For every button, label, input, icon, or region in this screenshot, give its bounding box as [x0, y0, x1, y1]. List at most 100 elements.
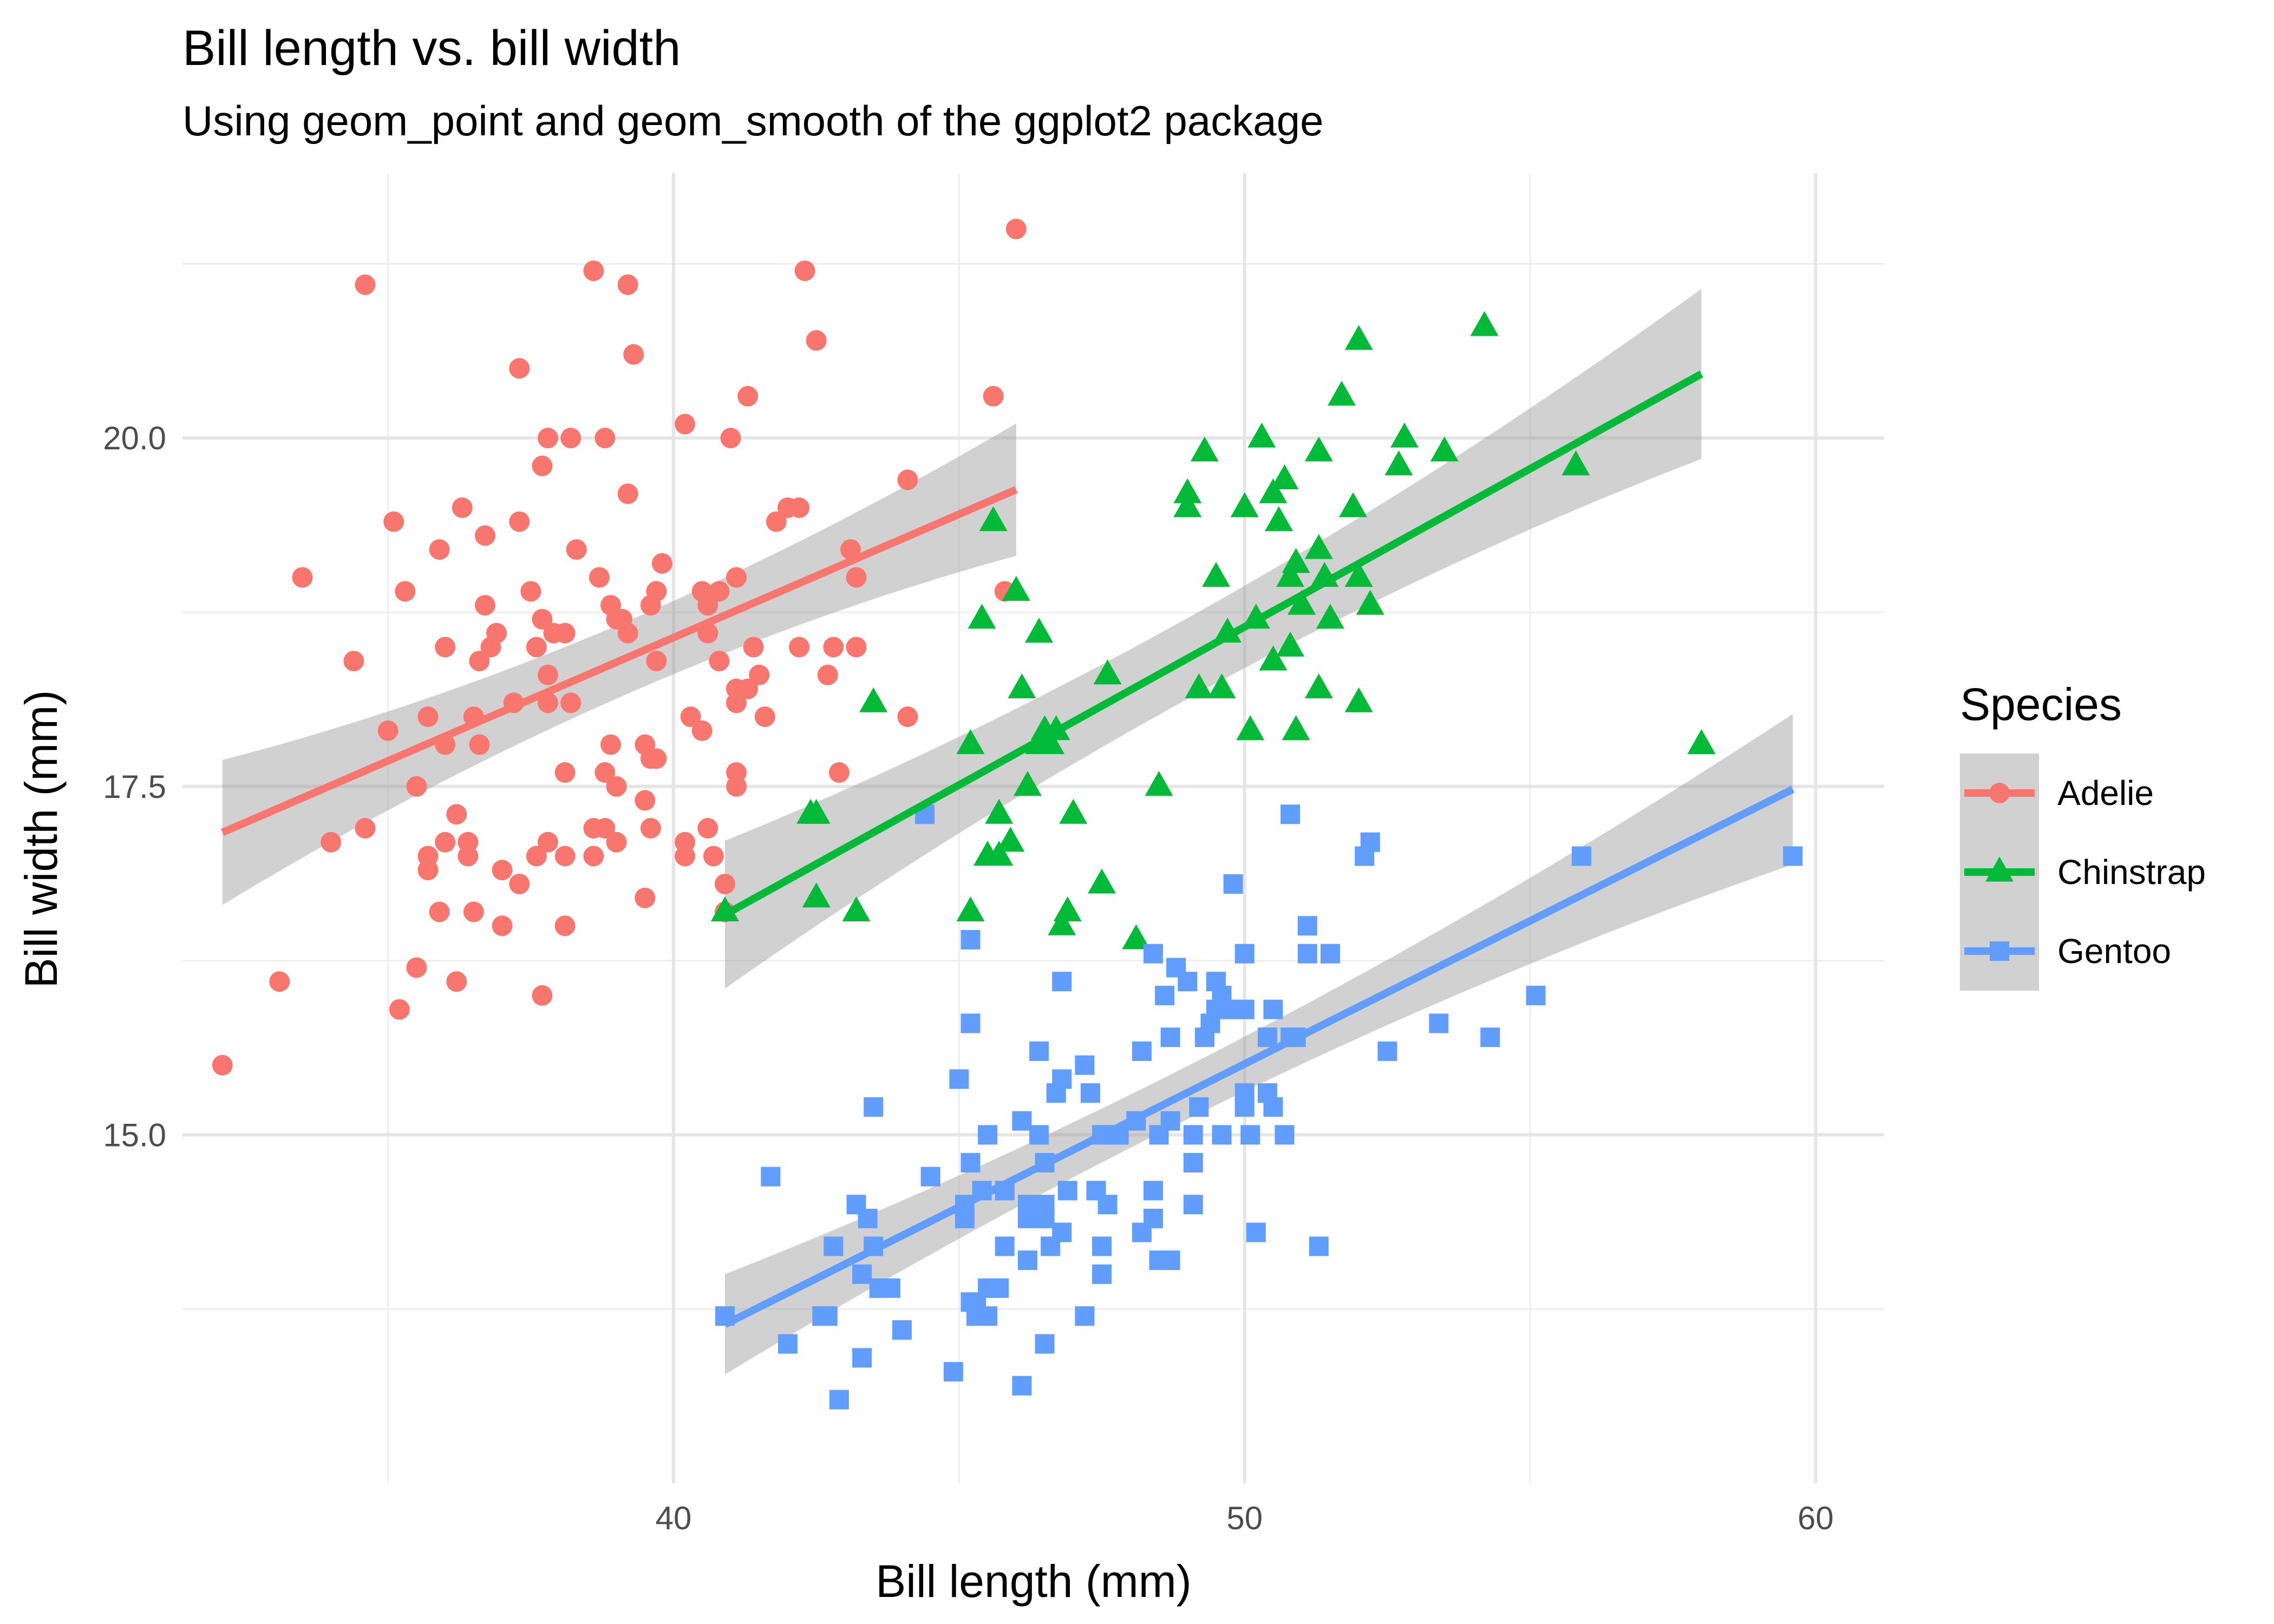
adelie-point [589, 567, 610, 588]
chinstrap-point [1145, 771, 1173, 796]
gentoo-point [1097, 1195, 1118, 1215]
gentoo-point [978, 1306, 998, 1326]
gentoo-point [829, 1390, 849, 1410]
gentoo-point [1263, 999, 1283, 1019]
adelie-point [646, 651, 667, 672]
gentoo-point [1012, 1376, 1032, 1396]
gentoo-point [1080, 1083, 1100, 1103]
y-tick-label: 15.0 [103, 1117, 166, 1153]
chinstrap-point [1328, 381, 1356, 406]
adelie-point [617, 274, 638, 295]
chinstrap-point [1356, 590, 1384, 615]
adelie-point [606, 831, 627, 853]
adelie-point [560, 428, 581, 449]
gentoo-point [1035, 1334, 1055, 1354]
data-points [212, 218, 1803, 1410]
gentoo-point [1297, 944, 1317, 964]
chinstrap-point [1304, 673, 1333, 699]
y-axis-title: Bill width (mm) [16, 690, 67, 988]
adelie-point [675, 414, 696, 435]
chinstrap-point [1390, 422, 1419, 448]
adelie-point [417, 846, 439, 867]
adelie-point [635, 887, 656, 908]
adelie-point [538, 664, 559, 685]
adelie-point [726, 567, 747, 588]
chinstrap-point [1470, 311, 1499, 336]
adelie-point [606, 776, 627, 797]
chinstrap-point [859, 687, 888, 712]
adelie-point [486, 623, 507, 644]
adelie-point [492, 915, 513, 937]
adelie-point [646, 581, 667, 602]
adelie-point [526, 637, 547, 658]
adelie-point [897, 706, 918, 728]
chinstrap-point [1282, 715, 1310, 741]
chinstrap-point [1008, 673, 1036, 699]
gentoo-point [858, 1208, 878, 1228]
gentoo-point [1480, 1027, 1500, 1047]
chinstrap-point [1053, 896, 1082, 921]
chinstrap-point [1316, 604, 1344, 629]
chinstrap-point [1304, 436, 1333, 462]
gentoo-point [1052, 1222, 1072, 1242]
chinstrap-point [1259, 478, 1288, 503]
chinstrap-point [956, 896, 985, 921]
adelie-point [617, 483, 638, 505]
adelie-point [840, 539, 861, 560]
chinstrap-point [802, 882, 831, 908]
adelie-point [697, 595, 718, 616]
adelie-point [635, 790, 656, 811]
gentoo-point [1017, 1250, 1037, 1271]
chinstrap-point [985, 798, 1014, 824]
adelie-point [720, 428, 741, 449]
x-tick-label: 60 [1798, 1500, 1834, 1536]
chinstrap-point [985, 840, 1014, 866]
adelie-point [532, 455, 553, 476]
chinstrap-point [710, 896, 739, 921]
adelie-point [446, 804, 467, 825]
gentoo-point [943, 1362, 963, 1382]
chinstrap-point [1259, 645, 1288, 671]
adelie-point [355, 818, 376, 839]
chinstrap-confidence-band [724, 289, 1702, 989]
gentoo-point [1092, 1236, 1112, 1256]
gentoo-point [1183, 1125, 1203, 1145]
gentoo-point [824, 1236, 844, 1256]
adelie-point [377, 720, 398, 741]
gentoo-point [1377, 1041, 1397, 1061]
chinstrap-point [1288, 590, 1316, 615]
adelie-point [383, 511, 404, 532]
gentoo-point [852, 1264, 872, 1284]
adelie-point [737, 385, 759, 407]
gentoo-point [880, 1278, 900, 1298]
adelie-point [794, 260, 815, 281]
gentoo-point [864, 1097, 884, 1117]
chinstrap-point [1282, 548, 1310, 573]
adelie-point [749, 664, 770, 685]
adelie-point [754, 706, 775, 728]
chinstrap-point [1430, 436, 1459, 462]
adelie-point [566, 539, 587, 560]
adelie-point [526, 846, 547, 867]
adelie-point [675, 831, 696, 853]
adelie-point [554, 762, 576, 783]
adelie-point [817, 664, 838, 685]
adelie-point [560, 692, 581, 713]
chinstrap-point [802, 798, 831, 824]
adelie-point [469, 651, 490, 672]
gentoo-point [1160, 1111, 1180, 1131]
chinstrap-point [956, 729, 985, 755]
gentoo-point [852, 1348, 872, 1368]
adelie-point [983, 385, 1004, 407]
gentoo-point [978, 1125, 998, 1145]
chinstrap-point [842, 896, 871, 921]
gentoo-smooth-line [723, 785, 1795, 1328]
chinstrap-point [1304, 534, 1333, 559]
chinstrap-point [1207, 673, 1236, 699]
gentoo-point [1160, 1250, 1180, 1271]
adelie-point [269, 971, 290, 992]
gentoo-point [1075, 1306, 1095, 1326]
adelie-point [520, 581, 541, 602]
adelie-point [846, 567, 867, 588]
